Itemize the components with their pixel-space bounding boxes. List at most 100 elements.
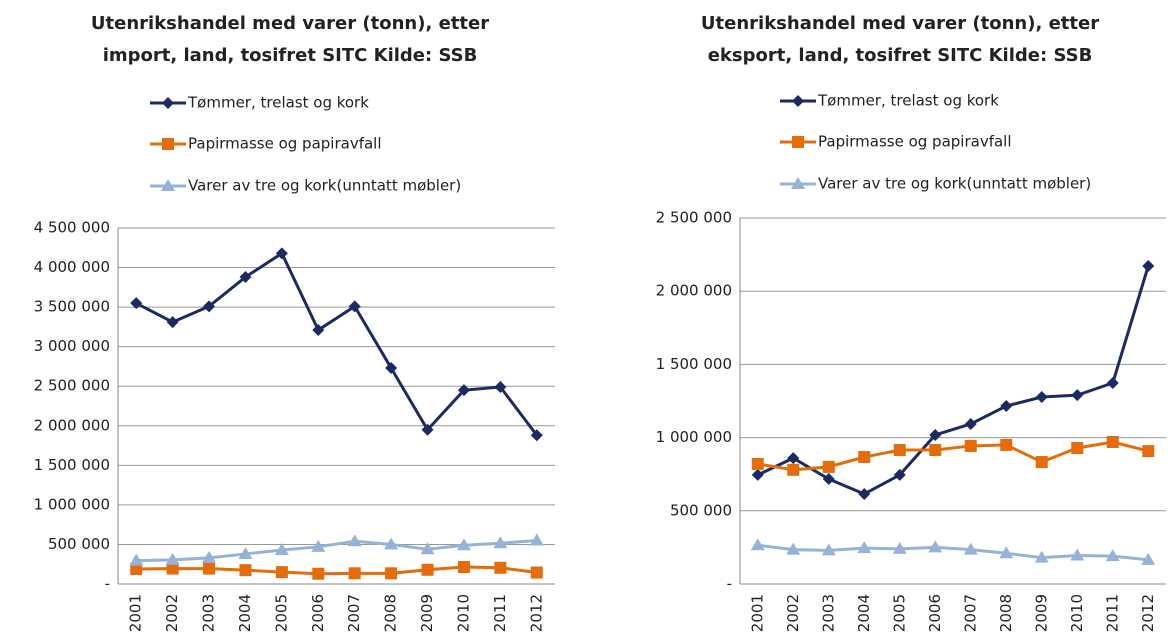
x-tick-label: 2004 [855,594,873,632]
marker [964,439,977,452]
marker [1105,549,1120,562]
marker [348,567,361,580]
marker [275,566,288,579]
series-line [136,538,537,563]
marker [792,95,804,107]
marker [892,541,907,554]
marker [822,460,835,473]
y-tick-label: - [105,575,110,593]
legend-label: Varer av tre og kork(unntatt møbler) [188,177,461,195]
marker [203,562,216,575]
marker [963,542,978,555]
marker [791,177,805,189]
x-tick-label: 2002 [784,594,802,632]
marker [421,563,434,576]
marker [751,468,764,481]
x-tick-label: 2006 [926,594,944,632]
marker [166,562,179,575]
x-tick-label: 2005 [890,594,908,632]
marker [203,300,216,313]
y-tick-label: - [727,575,732,593]
x-tick-label: 2003 [819,594,837,632]
marker [202,550,217,563]
x-tick-label: 2003 [200,594,218,632]
marker [421,423,434,436]
y-tick-label: 1 000 000 [34,495,110,513]
chart-title: Utenrikshandel med varer (tonn), etter [91,13,489,34]
marker [787,452,800,465]
marker [530,429,543,442]
y-tick-label: 2 500 000 [34,377,110,395]
y-tick-label: 500 000 [670,501,732,519]
marker [787,463,800,476]
legend-label: Papirmasse og papiravfall [188,135,382,153]
marker [166,316,179,329]
marker [928,540,943,553]
series-line [136,565,537,576]
y-tick-label: 2 500 000 [656,209,732,227]
marker [929,444,942,457]
chart-title: eksport, land, tosifret SITC Kilde: SSB [708,45,1093,66]
marker [312,324,325,337]
marker [530,566,543,579]
marker [1071,389,1084,402]
marker [384,537,399,550]
marker [274,542,289,555]
x-tick-label: 2011 [491,594,509,632]
marker [162,138,174,150]
marker [1000,438,1013,451]
marker [999,546,1014,559]
marker [822,473,835,486]
marker [494,381,507,394]
marker [750,538,765,551]
marker [239,271,252,284]
y-tick-label: 500 000 [48,535,110,553]
marker [929,428,942,441]
y-tick-label: 2 000 000 [34,416,110,434]
marker [1142,260,1155,273]
marker [1000,399,1013,412]
marker [858,451,871,464]
x-tick-label: 2008 [997,594,1015,632]
marker [385,567,398,580]
marker [786,542,801,555]
marker [162,97,174,109]
marker [1071,441,1084,454]
marker [1106,376,1119,389]
marker [238,546,253,559]
x-tick-label: 2007 [961,594,979,632]
marker [385,362,398,375]
series-line [757,265,1150,496]
marker [347,534,362,547]
marker [457,560,470,573]
chart-title: import, land, tosifret SITC Kilde: SSB [103,45,478,66]
x-tick-label: 2005 [272,594,290,632]
marker [161,179,175,191]
x-tick-label: 2001 [127,594,145,632]
marker [1034,550,1049,563]
series-line [757,543,1149,562]
y-tick-label: 1 000 000 [656,428,732,446]
y-tick-label: 1 500 000 [34,456,110,474]
legend-label: Tømmer, trelast og kork [187,94,369,112]
marker [312,567,325,580]
y-tick-label: 1 500 000 [656,355,732,373]
x-tick-label: 2010 [454,594,472,632]
marker [529,533,544,546]
legend-label: Tømmer, trelast og kork [817,92,999,110]
marker [1141,552,1156,565]
chart-title: Utenrikshandel med varer (tonn), etter [701,13,1099,34]
marker [130,562,143,575]
marker [239,564,252,577]
marker [1035,456,1048,469]
marker [165,552,180,565]
marker [275,247,288,260]
marker [857,541,872,554]
series-line [757,440,1149,472]
marker [751,457,764,470]
marker [129,553,144,566]
marker [792,136,804,148]
x-tick-label: 2011 [1103,594,1121,632]
y-tick-label: 2 000 000 [656,282,732,300]
